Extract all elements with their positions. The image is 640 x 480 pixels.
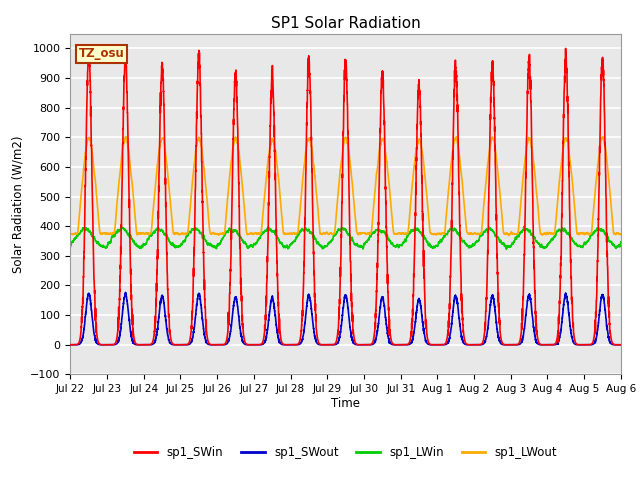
Legend: sp1_SWin, sp1_SWout, sp1_LWin, sp1_LWout: sp1_SWin, sp1_SWout, sp1_LWin, sp1_LWout [129,442,563,464]
Text: TZ_osu: TZ_osu [79,48,124,60]
Y-axis label: Solar Radiation (W/m2): Solar Radiation (W/m2) [12,135,25,273]
Title: SP1 Solar Radiation: SP1 Solar Radiation [271,16,420,31]
X-axis label: Time: Time [331,397,360,410]
